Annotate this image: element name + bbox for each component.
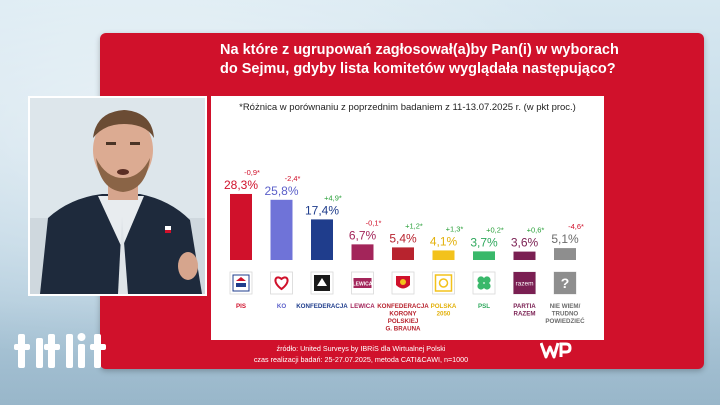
source-line-2: czas realizacji badań: 25-27.07.2025, me…: [253, 355, 469, 364]
presenter-video: [28, 96, 207, 296]
question-mark-logo-icon: ?: [553, 271, 577, 295]
change-label: -2,4*: [285, 174, 301, 183]
bar-psl: [473, 251, 495, 260]
change-label: +1,2*: [405, 221, 423, 230]
bar-nie-wiem-trudno-powiedzie: [554, 248, 576, 260]
source-text: źródło: United Surveys by IBRiS dla Wirt…: [211, 343, 511, 365]
svg-text:?: ?: [561, 275, 570, 291]
bar-konfederacja-korony-polskiej-g-brauna: [392, 247, 414, 260]
bar-ko: [270, 199, 293, 260]
axis-label: G. BRAUNA: [385, 326, 421, 333]
change-label: +0,6*: [527, 226, 545, 235]
axis-label: POLSKIEJ: [388, 318, 419, 325]
value-label: 17,4%: [305, 203, 339, 217]
change-label: -4,6*: [568, 222, 584, 231]
axis-label: KO: [277, 303, 286, 310]
bar-lewica: [351, 244, 374, 260]
axis-label: 2050: [437, 311, 451, 318]
svg-text:razem: razem: [515, 281, 533, 288]
bar-chart: 28,3%-0,9* PIS 25,8%-2,4* KO 17,4%+4,9* KONFE…: [224, 168, 585, 333]
axis-label: PARTIA: [513, 303, 536, 310]
razem-logo-icon: razem: [513, 271, 536, 295]
bar-partia-razem: [513, 251, 536, 260]
change-label: -0,9*: [244, 168, 260, 177]
change-label: +4,9*: [324, 193, 342, 202]
svg-text:LEWICA: LEWICA: [353, 282, 373, 288]
channel-logo-icon: [14, 326, 134, 374]
chart-note: *Różnica w porównaniu z poprzednim badan…: [239, 102, 576, 113]
value-label: 3,7%: [470, 235, 498, 249]
bar-group-6: 3,7%+0,2* PSL: [470, 225, 504, 310]
ko-heart-logo-icon: [270, 271, 293, 295]
kkp-logo-icon: [391, 271, 415, 295]
poll-question: Na które z ugrupowań zagłosował(a)by Pan…: [220, 42, 619, 77]
pis-logo-icon: [229, 271, 253, 295]
bar-group-2: 17,4%+4,9* KONFEDERACJA: [296, 193, 348, 310]
axis-label: PIS: [236, 303, 246, 310]
bar-pis: [230, 193, 252, 260]
psl-clover-logo-icon: [472, 271, 496, 295]
value-label: 28,3%: [224, 178, 258, 192]
axis-label: KONFEDERACJA: [296, 303, 348, 310]
bar-group-0: 28,3%-0,9* PIS: [224, 168, 260, 310]
value-label: 3,6%: [511, 236, 539, 250]
konfederacja-logo-icon: [310, 271, 334, 295]
axis-label: KONFEDERACJA: [377, 303, 429, 310]
value-label: 5,4%: [389, 231, 417, 245]
change-label: -0,1*: [366, 218, 382, 227]
axis-label: RAZEM: [514, 311, 536, 318]
change-label: +0,2*: [486, 225, 504, 234]
polska2050-logo-icon: [432, 271, 455, 295]
axis-label: POWIEDZIEĆ: [545, 317, 585, 325]
axis-label: LEWICA: [350, 303, 375, 310]
bar-konfederacja: [311, 219, 333, 260]
value-label: 25,8%: [264, 184, 298, 198]
wp-logo-icon: [539, 340, 572, 360]
axis-label: KORONY: [389, 311, 417, 318]
presenter-figure: [30, 98, 205, 294]
bar-group-1: 25,8%-2,4* KO: [264, 174, 300, 310]
bar-group-3: 6,7%-0,1* LEWICA LEWICA: [349, 218, 382, 310]
axis-label: NIE WIEM/: [550, 303, 581, 310]
source-line-1: źródło: United Surveys by IBRiS dla Wirt…: [276, 344, 446, 353]
axis-label: PSL: [478, 303, 490, 310]
value-label: 4,1%: [430, 234, 458, 248]
lewica-logo-icon: LEWICA: [351, 271, 374, 295]
change-label: +1,3*: [446, 224, 464, 233]
axis-label: POLSKA: [431, 303, 457, 310]
bar-polska-2050: [432, 250, 455, 260]
axis-label: TRUDNO: [552, 311, 579, 318]
value-label: 5,1%: [551, 232, 579, 246]
value-label: 6,7%: [349, 228, 377, 242]
